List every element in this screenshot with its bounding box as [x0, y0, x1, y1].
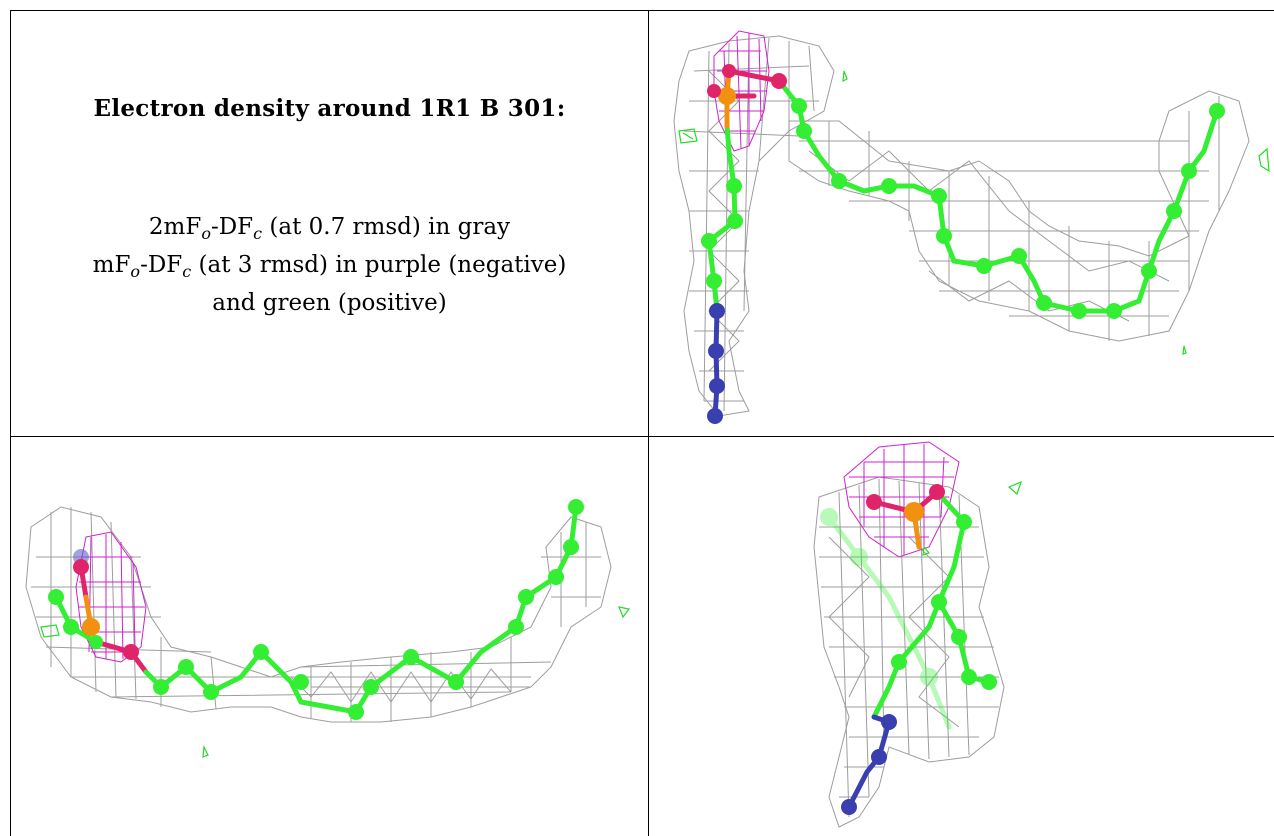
- atoms: [701, 64, 1225, 424]
- map-legend: 2mFo-DFc (at 0.7 rmsd) in gray mFo-DFc (…: [93, 208, 567, 322]
- legend-line-positive: and green (positive): [212, 290, 447, 316]
- atoms: [841, 484, 997, 815]
- mesh-fofc-negative: [843, 441, 960, 558]
- mesh-fofc-positive: [678, 70, 1270, 355]
- view-top-right: [649, 11, 1274, 436]
- density-render-top-right: [673, 30, 1270, 424]
- density-render-bottom-left: [25, 499, 631, 758]
- mesh-2fofc: [25, 506, 612, 723]
- density-render-bottom-right: [813, 441, 1022, 828]
- table-border-top: [10, 10, 1274, 11]
- caption-cell: Electron density around 1R1 B 301: 2mFo-…: [11, 11, 648, 436]
- ligand-model: [706, 68, 1220, 419]
- ligand-model: [820, 508, 952, 730]
- table-divider-vertical: [648, 10, 649, 836]
- legend-line-fofc: mFo-DFc (at 3 rmsd) in purple (negative): [92, 252, 567, 281]
- mesh-fofc-positive: [40, 606, 631, 758]
- table-divider-horizontal: [10, 436, 1274, 437]
- legend-line-2fofc: 2mFo-DFc (at 0.7 rmsd) in gray: [148, 214, 511, 243]
- ligand-model-front: [846, 489, 992, 810]
- view-bottom-right: [649, 437, 1274, 836]
- mesh-fofc-negative: [75, 531, 147, 663]
- mesh-2fofc: [673, 35, 835, 417]
- mesh-2fofc: [813, 476, 1005, 828]
- view-bottom-left: [11, 437, 648, 836]
- figure-title: Electron density around 1R1 B 301:: [93, 95, 566, 122]
- mesh-2fofc-chain: [788, 90, 1250, 342]
- mesh-fofc-positive: [922, 480, 1022, 556]
- table-border-left: [10, 10, 11, 836]
- atoms: [48, 499, 584, 720]
